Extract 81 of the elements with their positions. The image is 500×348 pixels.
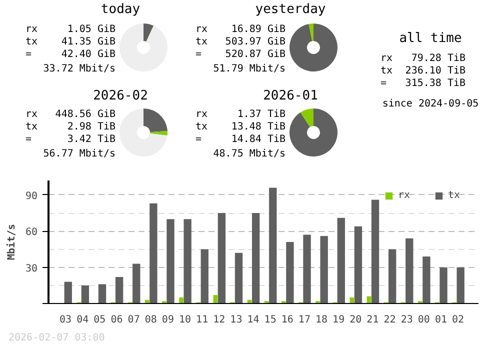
y-tick-label: 90 — [25, 190, 38, 202]
text: since 2024-09-05 — [382, 98, 479, 110]
x-tick-label: 16 — [281, 314, 294, 326]
legend-label: tx — [448, 190, 462, 201]
x-tick-label: 03 — [60, 314, 72, 326]
y-tick-label: 30 — [25, 263, 38, 274]
text: tx 2.98 TiB — [26, 122, 116, 132]
x-tick-label: 14 — [247, 314, 260, 326]
text: rx 448.56 GiB — [26, 109, 116, 120]
text: tx 503.97 GiB — [196, 36, 286, 48]
text: = 315.38 TiB — [380, 78, 466, 89]
x-tick-label: 08 — [144, 314, 157, 326]
x-tick-label: 11 — [196, 314, 208, 326]
bar — [179, 297, 184, 304]
x-tick-label: 04 — [76, 314, 89, 326]
text: = 520.87 GiB — [196, 49, 286, 60]
bar — [320, 236, 328, 304]
bar — [406, 238, 414, 304]
bar — [200, 249, 208, 304]
x-tick-label: 20 — [350, 314, 362, 326]
text: 51.79 Mbit/s — [213, 64, 286, 74]
x-tick-label: 18 — [315, 314, 328, 326]
x-tick-label: 21 — [366, 314, 379, 326]
text: all time — [399, 31, 462, 46]
y-tick-label: 60 — [25, 227, 38, 238]
bar — [269, 188, 277, 304]
bar — [252, 213, 260, 304]
bar — [132, 264, 140, 304]
text: = 42.40 GiB — [26, 49, 116, 60]
x-tick-label: 19 — [332, 314, 345, 326]
chart-title: yesterday — [255, 2, 326, 17]
x-tick-label: 06 — [110, 314, 123, 326]
text: 56.77 Mbit/s — [43, 148, 116, 160]
bar — [456, 267, 464, 304]
bar — [81, 285, 90, 304]
x-tick-label: 07 — [128, 314, 140, 326]
bar — [234, 252, 243, 304]
y-axis-title: Mbit/s — [5, 224, 18, 260]
bar — [184, 219, 192, 304]
bar — [371, 200, 380, 304]
x-tick-label: 15 — [264, 314, 276, 326]
x-tick-label: 10 — [178, 314, 192, 326]
text: tx 41.35 GiB — [26, 36, 116, 48]
x-tick-label: 00 — [418, 314, 430, 326]
text: rx 1.37 TiB — [196, 109, 286, 120]
text: tx 236.10 TiB — [380, 66, 466, 76]
x-tick-label: 17 — [298, 314, 310, 326]
bar — [440, 267, 448, 304]
bar — [388, 249, 396, 304]
bar — [218, 213, 226, 304]
bar — [286, 242, 294, 304]
bar — [213, 295, 218, 304]
x-tick-label: 13 — [230, 314, 242, 326]
bar — [115, 276, 124, 304]
bar — [166, 219, 174, 304]
chart-title: 2026-01 — [263, 88, 318, 104]
x-tick-label: 12 — [213, 314, 226, 326]
x-tick-label: 05 — [94, 314, 106, 326]
text: 33.72 Mbit/s — [43, 64, 116, 74]
bar — [337, 218, 345, 304]
text: 48.75 Mbit/s — [213, 148, 286, 160]
text: rx 1.05 GiB — [26, 24, 116, 35]
chart-title: 2026-02 — [93, 88, 148, 104]
bar — [354, 226, 362, 304]
x-tick-label: 09 — [162, 314, 174, 326]
text: rx 16.89 GiB — [196, 24, 286, 35]
bar — [303, 234, 311, 304]
text: = 14.84 TiB — [196, 134, 286, 145]
bar — [64, 282, 72, 304]
bar — [150, 203, 158, 304]
x-tick-label: 02 — [452, 314, 464, 326]
x-tick-label: 01 — [434, 314, 447, 326]
text: tx 13.48 TiB — [196, 122, 286, 132]
chart-title: today — [100, 2, 140, 17]
x-tick-label: 22 — [384, 314, 396, 326]
legend-label: rx — [398, 190, 412, 201]
x-tick-label: 23 — [400, 314, 413, 326]
text: = 3.42 TiB — [26, 134, 116, 145]
text: rx 79.28 TiB — [380, 53, 466, 64]
bar — [422, 256, 430, 304]
bar — [98, 284, 106, 304]
